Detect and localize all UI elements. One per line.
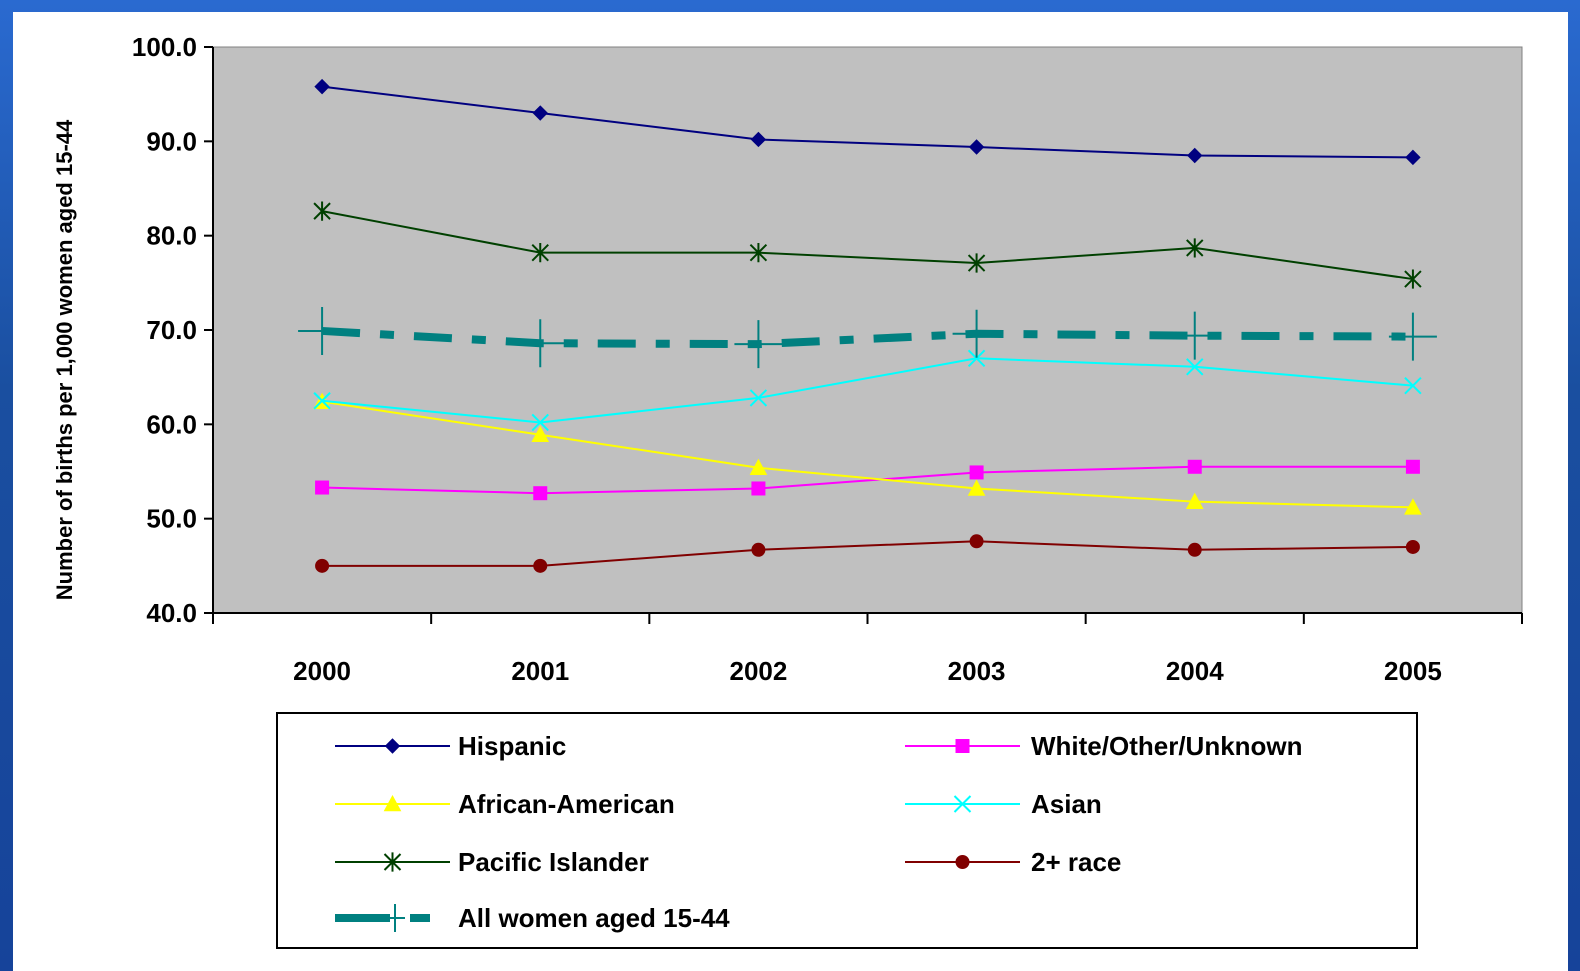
data-point [516, 319, 565, 368]
legend-label: Asian [1031, 789, 1102, 819]
data-point [969, 534, 984, 549]
data-point [298, 306, 347, 355]
data-point [313, 392, 331, 410]
legend-item-5: 2+ race [905, 847, 1121, 877]
data-point [751, 542, 766, 557]
y-tick-label: 50.0 [146, 504, 197, 534]
data-point [1186, 358, 1204, 376]
legend-item-1: White/Other/Unknown [905, 731, 1303, 761]
data-point [313, 201, 331, 221]
legend-box [276, 712, 1418, 949]
data-point [1404, 498, 1422, 515]
x-tick-label: 2003 [948, 656, 1006, 686]
data-point [967, 349, 986, 368]
plot-area [212, 46, 1523, 614]
data-point [315, 558, 330, 573]
x-tick-label: 2002 [729, 656, 787, 686]
legend-label: 2+ race [1031, 847, 1121, 877]
series-line [322, 540, 1413, 567]
data-point [952, 309, 1001, 358]
x-tick-label: 2001 [511, 656, 569, 686]
legend-swatch-marker [384, 738, 401, 754]
data-point [1404, 376, 1422, 395]
data-point [1405, 459, 1420, 474]
legend: Hispanic White/Other/Unknown African-Ameri… [276, 712, 1418, 949]
data-point [1388, 312, 1437, 361]
data-point [1187, 459, 1202, 474]
x-tick-label: 2000 [293, 656, 351, 686]
legend-label: Hispanic [458, 731, 566, 761]
legend-swatch-marker [953, 795, 972, 813]
data-point [1404, 269, 1422, 289]
legend-item-0: Hispanic [335, 731, 566, 761]
data-point [969, 465, 984, 480]
series-4 [313, 201, 1422, 289]
data-point [1186, 238, 1204, 258]
legend-item-4: Pacific Islander [335, 847, 649, 877]
legend-swatch-marker [385, 904, 405, 932]
data-point [749, 389, 768, 407]
series-line [322, 465, 1413, 495]
legend-label: Pacific Islander [458, 847, 649, 877]
data-point [531, 243, 549, 263]
data-point [1405, 539, 1420, 554]
y-tick-label: 40.0 [146, 598, 197, 628]
data-point [314, 78, 330, 95]
x-tick-label: 2005 [1384, 656, 1442, 686]
data-point [532, 105, 548, 121]
data-point [734, 320, 783, 369]
data-point [1185, 492, 1204, 509]
legend-item-6: All women aged 15-44 [335, 903, 730, 933]
data-point [533, 558, 548, 573]
y-tick-label: 60.0 [146, 409, 197, 439]
series-line [321, 400, 1413, 509]
legend-label: African-American [458, 789, 675, 819]
data-point [967, 479, 986, 496]
data-point [1405, 149, 1421, 166]
data-point [1187, 542, 1202, 557]
series-line [321, 85, 1413, 159]
legend-label: White/Other/Unknown [1031, 731, 1303, 761]
series-line [321, 210, 1414, 281]
data-point [1170, 311, 1219, 360]
data-point [751, 481, 766, 496]
data-point [749, 458, 768, 476]
series-line [321, 357, 1414, 424]
series-6 [298, 306, 1437, 369]
plot-layer: 40.0 50.0 60.0 70.0 80.0 90.0 100.0 2000 2001 200… [132, 32, 1523, 686]
data-point [531, 425, 550, 443]
x-tick-label: 2004 [1166, 656, 1224, 686]
data-point [968, 139, 985, 155]
legend-swatch-marker [383, 852, 402, 872]
series-1 [315, 459, 1420, 501]
y-tick-label: 70.0 [146, 315, 197, 345]
data-point [750, 131, 767, 148]
legend-label: All women aged 15-44 [458, 903, 730, 933]
data-point [315, 480, 330, 495]
data-point [533, 486, 548, 501]
series-0 [314, 78, 1421, 166]
legend-item-2: African-American [335, 789, 675, 819]
legend-item-3: Asian [905, 789, 1102, 819]
series-5 [315, 534, 1420, 573]
data-point [749, 243, 768, 263]
data-point [1187, 147, 1203, 164]
y-axis-label: Number of births per 1,000 women aged 15… [52, 119, 77, 600]
legend-swatch-marker [955, 855, 970, 869]
data-point [531, 413, 549, 432]
series-3 [313, 349, 1422, 432]
legend-swatch-marker [383, 794, 402, 812]
y-tick-label: 90.0 [146, 126, 197, 156]
legend-swatch-marker [955, 739, 970, 753]
y-tick-label: 80.0 [146, 221, 197, 251]
y-tick-label: 100.0 [132, 32, 197, 62]
data-point [967, 253, 986, 273]
